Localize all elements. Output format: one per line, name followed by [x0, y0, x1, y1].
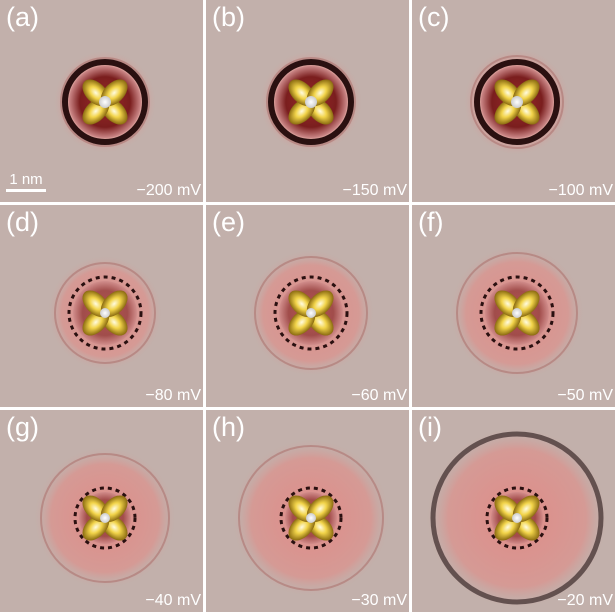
bias-label: −150 mV — [343, 182, 407, 200]
panel-label: (g) — [6, 412, 39, 443]
bias-label: −50 mV — [557, 387, 613, 405]
bias-label: −40 mV — [145, 592, 201, 610]
center — [306, 308, 316, 318]
panel: (g) −40 mV — [0, 410, 203, 612]
panel: (a) −200 mV 1 nm — [0, 0, 203, 202]
panel-label: (b) — [212, 2, 245, 33]
stm-image — [412, 410, 615, 612]
panel: (d) −80 mV — [0, 205, 203, 407]
bias-label: −100 mV — [549, 182, 613, 200]
center — [99, 96, 111, 108]
bias-label: −200 mV — [137, 182, 201, 200]
bias-label: −20 mV — [557, 592, 613, 610]
panel-label: (d) — [6, 207, 39, 238]
panel-label: (i) — [418, 412, 442, 443]
panel-label: (e) — [212, 207, 245, 238]
panel: (e) −60 mV — [206, 205, 409, 407]
panel-label: (c) — [418, 2, 449, 33]
center — [100, 513, 110, 523]
center — [512, 513, 522, 523]
center — [306, 513, 316, 523]
panel: (f) −50 mV — [412, 205, 615, 407]
panel: (b) −150 mV — [206, 0, 409, 202]
center — [511, 96, 523, 108]
panel-label: (a) — [6, 2, 39, 33]
bias-label: −60 mV — [351, 387, 407, 405]
center — [100, 308, 110, 318]
center — [305, 96, 317, 108]
panel: (i) −20 mV — [412, 410, 615, 612]
panel-label: (f) — [418, 207, 443, 238]
scale-bar-line — [6, 189, 46, 192]
bias-label: −80 mV — [145, 387, 201, 405]
center — [512, 308, 522, 318]
scale-bar-label: 1 nm — [9, 171, 42, 188]
panel: (h) −30 mV — [206, 410, 409, 612]
scale-bar: 1 nm — [6, 171, 46, 192]
figure: (a) −200 mV 1 nm (b) −150 mV (c) −100 mV (d) −80… — [0, 0, 615, 612]
bias-label: −30 mV — [351, 592, 407, 610]
panel-label: (h) — [212, 412, 245, 443]
panel: (c) −100 mV — [412, 0, 615, 202]
